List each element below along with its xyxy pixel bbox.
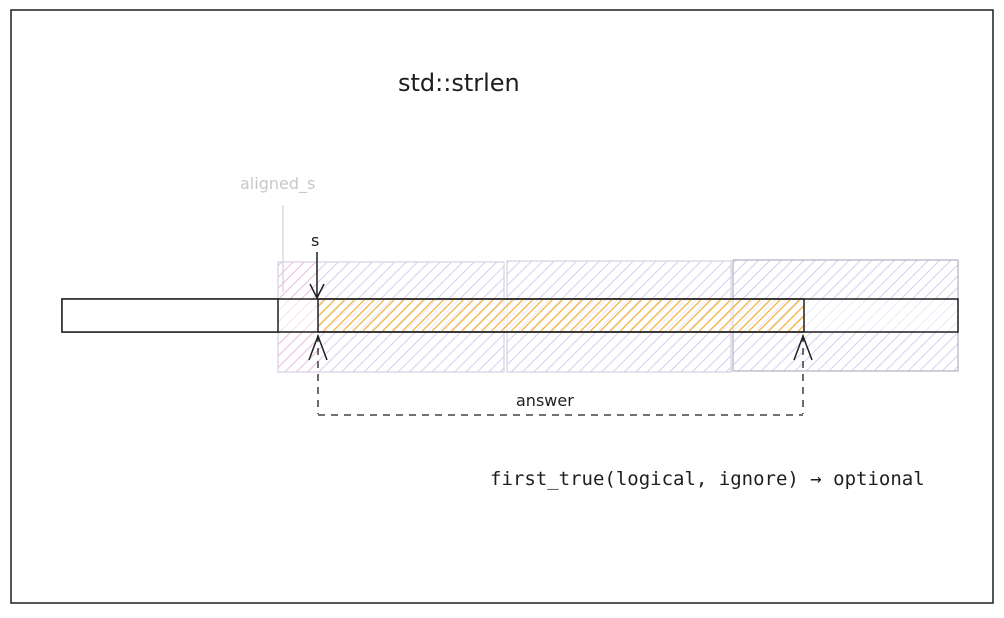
function-signature: first_true(logical, ignore) → optional: [490, 468, 925, 490]
memory-strip-before-s: [61, 298, 279, 333]
aligned-s-label: aligned_s: [240, 174, 315, 194]
arrow-up-icon: [793, 333, 813, 414]
diagram-title: std::strlen: [398, 69, 520, 97]
string-content: [317, 298, 805, 333]
s-label: s: [311, 231, 319, 250]
answer-label: answer: [516, 391, 574, 410]
arrow-down-icon: [309, 252, 325, 300]
outer-frame: [10, 9, 994, 604]
arrow-up-icon: [308, 333, 328, 414]
